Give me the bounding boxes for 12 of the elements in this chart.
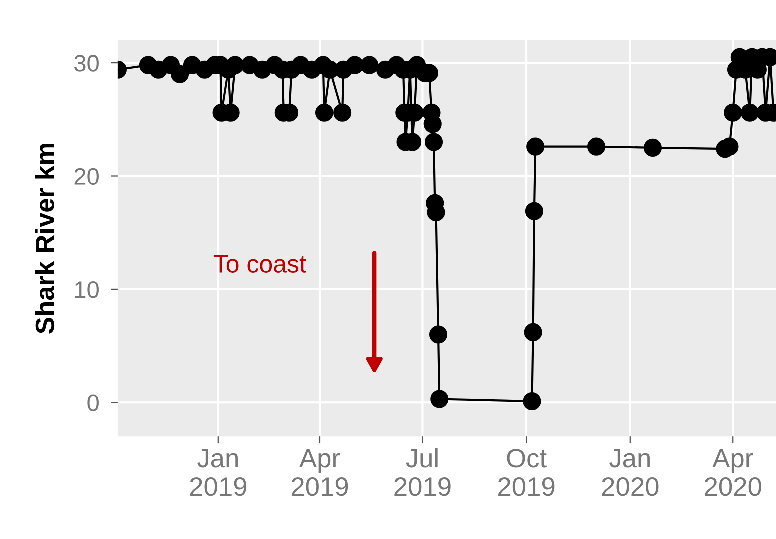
x-tick-label: Apr 2020 (705, 449, 762, 496)
x-tick-label: Jan 2019 (190, 449, 247, 496)
x-tick-label: Oct 2019 (498, 449, 555, 496)
y-tick-label: 20 (74, 168, 99, 186)
x-tick-label: Jul 2019 (394, 448, 451, 496)
y-axis-title: Shark River km (35, 144, 55, 334)
y-tick-label: 10 (75, 282, 99, 298)
x-tick-label: Jan 2020 (602, 449, 659, 496)
annotation: To coast (214, 256, 306, 273)
y-tick-label: 0 (88, 394, 99, 412)
y-tick-label: 30 (74, 55, 99, 72)
x-tick-label: Apr 2019 (292, 449, 348, 496)
